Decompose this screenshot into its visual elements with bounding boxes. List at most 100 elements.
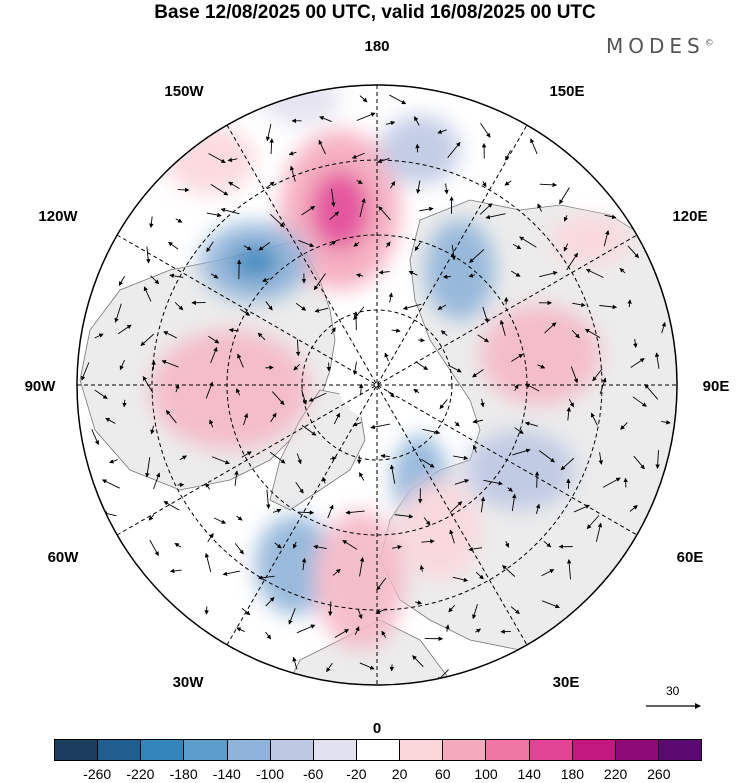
wind-arrow-icon: [437, 129, 447, 134]
wind-arrow-icon: [654, 352, 660, 369]
wind-arrow-icon: [394, 514, 414, 519]
wind-arrow-icon: [266, 489, 271, 510]
wind-arrow-icon: [512, 448, 531, 456]
wind-arrow-icon: [220, 207, 240, 215]
wind-arrow-icon: [163, 331, 177, 339]
wind-arrow-icon: [510, 606, 520, 615]
colorbar-tick-label: -260: [83, 766, 112, 782]
wind-arrow-icon: [472, 604, 478, 620]
wind-arrow-icon: [151, 360, 156, 370]
wind-arrow-icon: [448, 364, 462, 373]
wind-arrow-icon: [333, 412, 340, 425]
wind-arrow-icon: [359, 472, 365, 481]
wind-arrow-icon: [114, 303, 122, 323]
wind-arrow-icon: [329, 240, 337, 246]
wind-arrow-icon: [384, 352, 389, 362]
colorbar-swatch: [658, 740, 702, 760]
wind-arrow-icon: [142, 375, 154, 394]
wind-arrow-icon: [236, 515, 243, 521]
wind-arrow-icon: [378, 270, 390, 275]
wind-arrow-icon: [507, 487, 513, 492]
wind-arrow-icon: [566, 558, 572, 580]
meridian: [116, 234, 638, 536]
wind-arrow-icon: [414, 116, 420, 126]
meridian: [116, 234, 638, 536]
wind-arrow-icon: [599, 304, 618, 310]
wind-arrow-icon: [480, 398, 485, 408]
wind-arrow-icon: [243, 245, 252, 251]
wind-arrow-icon: [140, 333, 154, 347]
anomaly-pos-europe: [400, 480, 480, 580]
wind-arrow-icon: [356, 179, 363, 184]
lon-label-150e: 150E: [549, 83, 584, 100]
wind-arrow-icon: [314, 307, 329, 313]
wind-arrow-icon: [330, 327, 336, 335]
wind-arrow-icon: [480, 496, 486, 513]
wind-arrow-icon: [206, 241, 214, 253]
wind-arrow-icon: [499, 319, 506, 336]
colorbar-swatch: [356, 740, 401, 760]
wind-arrow-icon: [414, 242, 421, 252]
wind-arrow-icon: [598, 452, 604, 465]
wind-arrow-icon: [445, 624, 450, 632]
wind-arrow-icon: [94, 333, 104, 339]
wind-arrow-icon: [511, 353, 524, 362]
wind-arrow-icon: [468, 273, 476, 278]
wind-arrow-icon: [389, 464, 396, 484]
colorbar-tick-label: 100: [474, 766, 498, 782]
wind-arrow-icon: [585, 269, 604, 278]
wind-arrow-icon: [541, 569, 555, 577]
wind-arrow-icon: [378, 206, 391, 221]
wind-vectors: [81, 94, 671, 682]
wind-arrow-icon: [109, 459, 118, 464]
wind-arrow-icon: [269, 451, 286, 464]
wind-arrow-icon: [480, 123, 491, 138]
wind-arrow-icon: [422, 428, 441, 435]
lon-label-30e: 30E: [553, 674, 580, 691]
wind-arrow-icon: [620, 422, 628, 430]
wind-arrow-icon: [204, 552, 212, 573]
wind-arrow-icon: [265, 596, 275, 607]
wind-arrow-icon: [143, 286, 152, 302]
colorbar-tick-label: 180: [560, 766, 585, 782]
wind-arrow-icon: [222, 570, 240, 576]
wind-arrow-icon: [331, 188, 336, 207]
wind-arrow-icon: [101, 479, 120, 489]
wind-arrow-icon: [288, 608, 296, 625]
wind-arrow-icon: [475, 571, 484, 580]
anomaly-neg-bering: [380, 115, 460, 185]
wind-arrow-icon: [359, 662, 375, 670]
wind-arrow-icon: [163, 501, 180, 511]
wind-arrow-icon: [352, 361, 358, 376]
anomaly-pos-atlantic-east: [315, 510, 405, 650]
wind-arrow-icon: [308, 392, 327, 402]
wind-arrow-icon: [122, 399, 127, 408]
wind-arrow-icon: [327, 504, 334, 519]
wind-arrow-icon: [241, 451, 252, 458]
map-border: [76, 84, 678, 686]
colorbar-swatch: [529, 740, 573, 760]
anomaly-pos-pacific-core: [310, 170, 370, 250]
wind-arrow-icon: [537, 203, 542, 212]
wind-arrow-icon: [298, 239, 315, 248]
wind-arrow-icon: [145, 246, 151, 264]
map-disc: [77, 85, 677, 685]
lon-label-60w: 60W: [48, 549, 80, 566]
wind-arrow-icon: [354, 626, 360, 636]
wind-arrow-icon: [161, 360, 179, 368]
wind-arrow-icon: [413, 389, 420, 394]
wind-arrow-icon: [269, 138, 274, 155]
wind-arrow-icon: [179, 455, 188, 461]
wind-arrow-icon: [439, 399, 448, 410]
wind-arrow-icon: [319, 116, 332, 122]
wind-arrow-icon: [444, 183, 449, 195]
wind-arrow-icon: [414, 600, 423, 605]
wind-arrow-icon: [619, 268, 626, 274]
wind-arrow-icon: [209, 419, 214, 428]
wind-arrow-icon: [543, 540, 552, 548]
wind-arrow-icon: [479, 203, 493, 215]
wind-arrow-icon: [485, 213, 506, 220]
wind-arrow-icon: [421, 539, 435, 544]
wind-arrow-icon: [353, 306, 365, 321]
